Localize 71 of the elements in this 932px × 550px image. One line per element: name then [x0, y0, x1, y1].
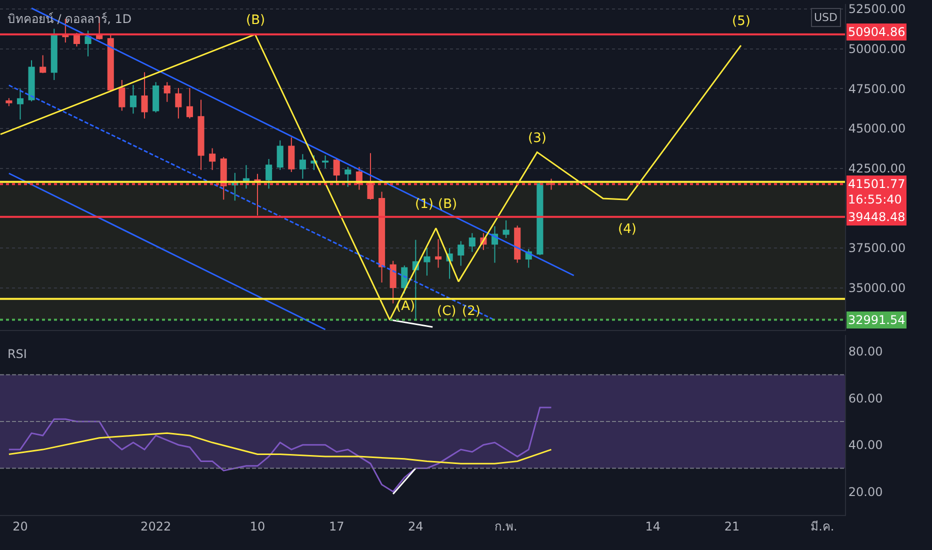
annotation: USD [814, 11, 838, 24]
candlestick [118, 80, 126, 112]
candlestick [28, 60, 35, 102]
annotation: (2) [462, 304, 480, 319]
x-tick-label: 10 [250, 519, 266, 534]
line-series [8, 406, 552, 492]
annotation: (4) [618, 222, 636, 237]
x-tick-label: มี.ค. [810, 519, 834, 534]
candlestick [435, 238, 442, 268]
candlestick [164, 82, 170, 102]
annotation: (B) [246, 13, 266, 28]
candlestick [458, 240, 464, 266]
candlestick [6, 98, 12, 107]
x-tick-label: 2022 [140, 519, 172, 534]
y-tick-label: 37500.00 [848, 241, 906, 256]
candlestick [141, 72, 148, 120]
candlestick [107, 34, 114, 92]
candlestick [514, 225, 521, 264]
annotation: (3) [528, 131, 546, 146]
ref-line-label: 32991.54 [848, 313, 906, 327]
candlestick [502, 220, 510, 239]
candlestick [186, 87, 193, 120]
annotation: (B) [438, 197, 458, 212]
y-tick-label: 60.00 [848, 391, 883, 406]
y-tick-label: 35000.00 [848, 280, 906, 295]
line-series [8, 432, 552, 464]
y-tick-label: 20.00 [848, 484, 883, 499]
text: RSI [7, 346, 27, 361]
annotation: (5) [732, 14, 750, 29]
y-tick-label: 50000.00 [848, 42, 906, 56]
x-tick-label: 17 [328, 519, 344, 534]
candlestick [73, 32, 80, 48]
candlestick [401, 264, 408, 294]
candlestick [344, 166, 352, 188]
ref-line-label: 39448.48 [848, 210, 906, 224]
candlestick [84, 30, 92, 57]
x-tick-label: 21 [724, 519, 740, 534]
candlestick [536, 180, 544, 256]
candlestick [367, 152, 374, 200]
candlestick [50, 28, 58, 80]
ref-line-label: 41501.77 16:55:40 [848, 177, 906, 207]
y-tick-label: 42500.00 [848, 161, 906, 176]
candlestick [152, 82, 160, 114]
x-tick-label: 14 [645, 519, 661, 534]
candlestick [378, 191, 386, 284]
candlestick [209, 148, 216, 171]
candlestick [40, 54, 46, 74]
candlestick [390, 260, 396, 304]
y-tick-label: 47500.00 [848, 82, 906, 96]
candlestick [276, 140, 284, 170]
x-tick-label: ก.พ. [494, 519, 518, 534]
candlestick [16, 88, 24, 120]
candlestick [220, 156, 227, 200]
ref-line-label: 50904.86 [848, 25, 906, 39]
candlestick [424, 247, 430, 276]
x-tick-label: 24 [408, 519, 424, 534]
candlestick [198, 99, 204, 171]
y-tick-label: 80.00 [848, 344, 883, 359]
y-tick-label: 40.00 [848, 438, 883, 452]
annotation: (C) [437, 304, 456, 319]
x-tick-label: 20 [12, 519, 28, 534]
candlestick [288, 136, 295, 172]
candlestick [299, 154, 306, 180]
candlestick [468, 232, 476, 252]
candlestick [266, 158, 272, 190]
candlestick [130, 84, 136, 114]
candlestick [254, 173, 261, 216]
candlestick [322, 155, 329, 169]
y-tick-label: 52500.00 [848, 2, 906, 16]
y-tick-label: 45000.00 [848, 122, 906, 136]
candlestick [175, 87, 182, 120]
